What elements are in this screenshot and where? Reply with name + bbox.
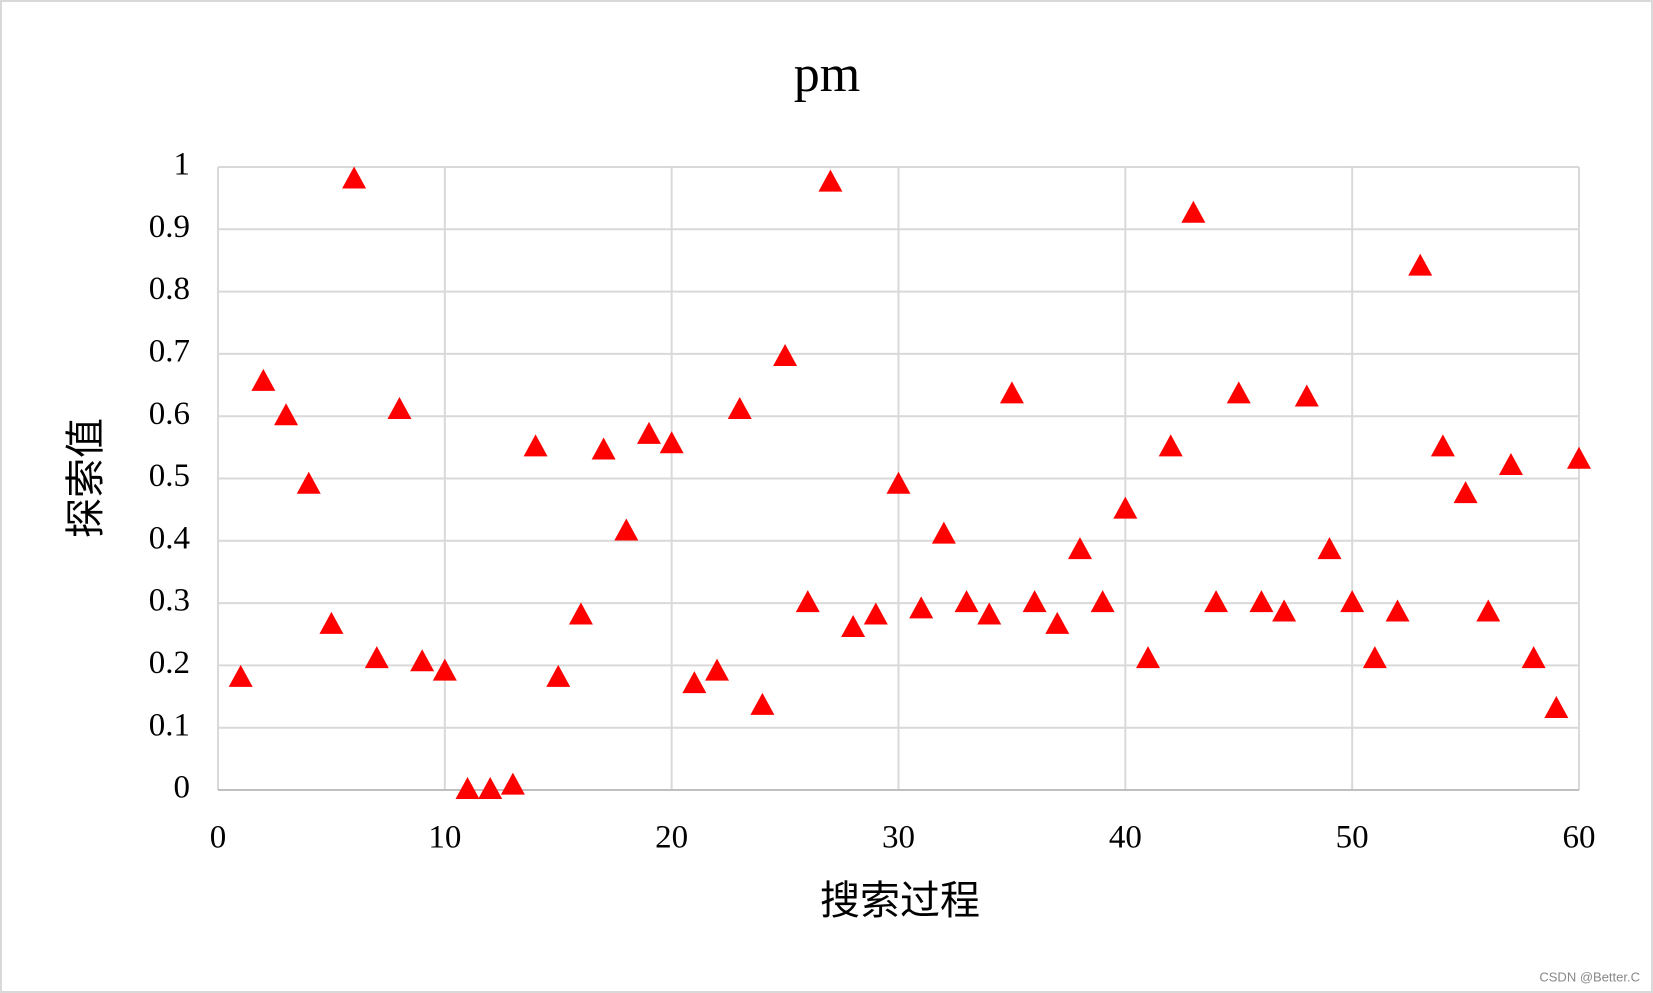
data-point — [568, 602, 593, 625]
data-point — [727, 396, 752, 419]
data-point — [636, 421, 661, 444]
data-point — [1340, 590, 1365, 613]
data-point — [1249, 590, 1274, 613]
x-tick-label: 40 — [1109, 820, 1142, 856]
data-point — [410, 649, 435, 672]
data-point — [818, 169, 843, 192]
data-point — [1362, 646, 1387, 669]
data-point — [931, 521, 956, 544]
watermark: CSDN @Better.C — [1539, 969, 1640, 984]
data-point — [886, 471, 911, 494]
x-tick-label: 20 — [655, 820, 688, 856]
y-tick-label: 0.6 — [149, 396, 190, 432]
data-point — [705, 658, 730, 681]
data-point — [1272, 599, 1297, 622]
chart-title: pm — [794, 46, 860, 103]
data-point — [1226, 381, 1251, 404]
y-tick-label: 1 — [174, 147, 191, 183]
data-point — [1090, 590, 1115, 613]
data-point — [863, 602, 888, 625]
data-point — [1158, 434, 1183, 457]
data-point — [432, 658, 457, 681]
data-point — [1453, 481, 1478, 504]
data-point — [500, 772, 525, 795]
data-point — [319, 611, 344, 634]
data-point — [1544, 696, 1569, 719]
data-point — [682, 671, 707, 694]
data-point — [1294, 384, 1319, 407]
data-point — [1136, 646, 1161, 669]
y-tick-label: 0.4 — [149, 520, 190, 556]
data-point — [1498, 453, 1523, 476]
data-point — [1022, 590, 1047, 613]
x-axis-label: 搜索过程 — [820, 878, 980, 923]
data-point — [1408, 253, 1433, 276]
data-point — [841, 615, 866, 638]
data-point — [750, 692, 775, 715]
data-point — [1567, 446, 1591, 469]
data-point — [999, 381, 1024, 404]
data-point — [1204, 590, 1229, 613]
y-tick-label: 0.7 — [149, 333, 190, 369]
data-point — [591, 437, 616, 460]
y-tick-label: 0.3 — [149, 583, 190, 619]
data-point — [228, 664, 253, 687]
data-point — [251, 368, 276, 391]
data-point — [546, 664, 571, 687]
data-point — [1181, 200, 1206, 223]
data-point — [455, 777, 480, 799]
data-point — [1385, 599, 1410, 622]
x-tick-label: 10 — [428, 820, 461, 856]
data-point — [1317, 537, 1342, 560]
data-point — [1476, 599, 1501, 622]
data-point — [523, 434, 548, 457]
data-point — [977, 602, 1002, 625]
data-point — [364, 646, 389, 669]
data-point — [909, 596, 934, 619]
data-point — [659, 431, 684, 454]
data-point — [1045, 611, 1070, 634]
y-tick-label: 0.5 — [149, 458, 190, 494]
x-tick-label: 30 — [882, 820, 915, 856]
data-point — [1521, 646, 1546, 669]
data-point — [296, 471, 321, 494]
data-point — [1067, 537, 1092, 560]
y-tick-label: 0.8 — [149, 271, 190, 307]
y-axis-label: 探索值 — [63, 418, 108, 538]
x-tick-label: 60 — [1563, 820, 1596, 856]
data-point — [1430, 434, 1455, 457]
data-point — [614, 518, 639, 541]
data-point — [274, 403, 299, 426]
y-tick-label: 0.2 — [149, 645, 190, 681]
data-point — [387, 396, 412, 419]
data-point — [478, 777, 503, 799]
data-point — [954, 590, 979, 613]
data-point — [773, 344, 798, 367]
y-tick-label: 0.1 — [149, 707, 190, 743]
data-point — [342, 166, 367, 189]
y-tick-label: 0.9 — [149, 209, 190, 245]
x-tick-label: 50 — [1336, 820, 1369, 856]
x-tick-label: 0 — [210, 820, 227, 856]
data-point — [795, 590, 820, 613]
y-tick-label: 0 — [174, 770, 191, 806]
data-point — [1113, 496, 1138, 519]
